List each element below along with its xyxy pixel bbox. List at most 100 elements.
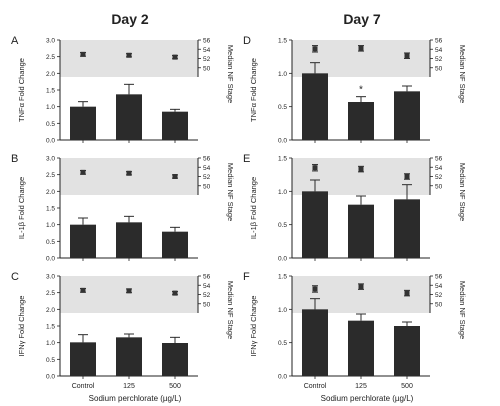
panel-letter-e: E: [243, 153, 250, 165]
panel-letter-c: C: [11, 271, 19, 283]
y-tick-label-a: 1.5: [46, 88, 55, 95]
y-tick-label-a: 3.0: [46, 38, 55, 45]
y-tick-label-b: 0.5: [46, 239, 55, 246]
stage-marker-d-2: [404, 53, 410, 59]
bar-a-2: [162, 111, 188, 140]
bar-e-2: [394, 199, 420, 258]
stage-tick-label-b: 56: [203, 156, 211, 163]
stage-marker-f-2: [404, 290, 410, 296]
bar-d-0: [302, 73, 328, 140]
y-tick-label-d: 0.5: [278, 104, 287, 111]
panel-c: C 0.0 0.5 1.0 1.5 2.0 2.5 3.0 IFNγ Fold Change 50…: [11, 271, 235, 390]
panel-e: E 0.0 0.5 1.0 1.5 IL-1β Fold Change 50 52 54 56 Me…: [243, 153, 467, 263]
stage-marker-b-0: [80, 169, 86, 175]
y-tick-label-c: 1.0: [46, 340, 55, 347]
stage-marker-a-1: [126, 52, 132, 58]
stage-tick-label-c: 56: [203, 274, 211, 281]
x-axis-title-left: Sodium perchlorate (µg/L): [89, 394, 182, 403]
bar-f-1: [348, 320, 374, 376]
x-axis-title-right: Sodium perchlorate (µg/L): [321, 394, 414, 403]
stage-marker-a-0: [80, 51, 86, 57]
stage-tick-label-a: 52: [203, 56, 211, 63]
y-tick-label-a: 2.0: [46, 71, 55, 78]
bar-e-0: [302, 191, 328, 258]
y-tick-label-c: 2.0: [46, 307, 55, 314]
column-title-day-7: Day 7: [343, 11, 381, 27]
y-tick-label-d: 0.0: [278, 138, 287, 145]
y-tick-label-c: 0.5: [46, 357, 55, 364]
stage-tick-label-a: 54: [203, 47, 211, 54]
stage-marker-f-1: [358, 284, 364, 290]
panel-d: D 0.0 0.5 1.0 1.5 TNFα Fold Change 50 52 54 56 Med…: [243, 35, 467, 145]
stage-tick-label-f: 52: [435, 292, 443, 299]
panel-a: A 0.0 0.5 1.0 1.5 2.0 2.5 3.0 TNFα Fold Change 50…: [11, 35, 235, 145]
stage-tick-label-a: 56: [203, 38, 211, 45]
stage-tick-label-c: 52: [203, 292, 211, 299]
bar-c-2: [162, 343, 188, 376]
x-tick-label-f: 125: [355, 383, 367, 390]
stage-tick-label-f: 54: [435, 283, 443, 290]
y-tick-label-b: 1.0: [46, 222, 55, 229]
stage-marker-f-0: [312, 286, 318, 292]
y-tick-label-b: 1.5: [46, 206, 55, 213]
stage-tick-label-d: 54: [435, 47, 443, 54]
y-tick-label-c: 0.0: [46, 374, 55, 381]
stage-tick-label-b: 52: [203, 174, 211, 181]
bar-f-2: [394, 326, 420, 376]
stage-marker-e-0: [312, 165, 318, 171]
x-tick-label-c: 125: [123, 383, 135, 390]
x-tick-label-f: 500: [401, 383, 413, 390]
stage-axis-title-c: Median NF Stage: [226, 281, 235, 339]
y-axis-title-c: IFNγ Fold Change: [17, 296, 26, 357]
stage-marker-e-1: [358, 166, 364, 172]
bar-a-1: [116, 94, 142, 140]
stage-marker-d-0: [312, 46, 318, 52]
panel-letter-b: B: [11, 153, 18, 165]
y-axis-title-a: TNFα Fold Change: [17, 58, 26, 122]
stage-tick-label-e: 52: [435, 174, 443, 181]
bar-b-0: [70, 224, 96, 258]
stage-tick-label-d: 52: [435, 56, 443, 63]
stage-marker-d-1: [358, 45, 364, 51]
stage-axis-title-b: Median NF Stage: [226, 163, 235, 221]
bar-e-1: [348, 204, 374, 258]
y-tick-label-a: 1.0: [46, 104, 55, 111]
significance-star-d: *: [359, 85, 363, 96]
y-tick-label-c: 3.0: [46, 274, 55, 281]
y-tick-label-e: 1.0: [278, 189, 287, 196]
bar-d-2: [394, 91, 420, 140]
y-tick-label-a: 2.5: [46, 54, 55, 61]
stage-marker-b-2: [172, 174, 178, 179]
y-tick-label-e: 0.5: [278, 222, 287, 229]
stage-marker-c-0: [80, 287, 86, 293]
y-tick-label-c: 2.5: [46, 290, 55, 297]
x-tick-label-c: 500: [169, 383, 181, 390]
y-tick-label-d: 1.0: [278, 71, 287, 78]
x-tick-label-c: Control: [72, 383, 95, 390]
stage-tick-label-c: 54: [203, 283, 211, 290]
stage-marker-b-1: [126, 170, 132, 176]
bar-c-0: [70, 342, 96, 376]
bar-b-2: [162, 231, 188, 258]
bar-f-0: [302, 309, 328, 376]
y-tick-label-b: 2.0: [46, 189, 55, 196]
y-tick-label-d: 1.5: [278, 38, 287, 45]
column-title-day-2: Day 2: [111, 11, 149, 27]
bar-d-1: [348, 102, 374, 140]
stage-tick-label-e: 56: [435, 156, 443, 163]
stage-marker-e-2: [404, 174, 410, 179]
stage-tick-label-e: 54: [435, 165, 443, 172]
stage-tick-label-c: 50: [203, 301, 211, 308]
x-tick-label-f: Control: [304, 383, 327, 390]
bar-a-0: [70, 106, 96, 140]
stage-tick-label-b: 54: [203, 165, 211, 172]
y-tick-label-f: 1.0: [278, 307, 287, 314]
stage-axis-title-f: Median NF Stage: [458, 281, 467, 339]
stage-tick-label-b: 50: [203, 183, 211, 190]
stage-tick-label-f: 56: [435, 274, 443, 281]
stage-tick-label-d: 50: [435, 65, 443, 72]
stage-tick-label-f: 50: [435, 301, 443, 308]
y-axis-title-d: TNFα Fold Change: [249, 58, 258, 122]
bar-b-1: [116, 222, 142, 258]
